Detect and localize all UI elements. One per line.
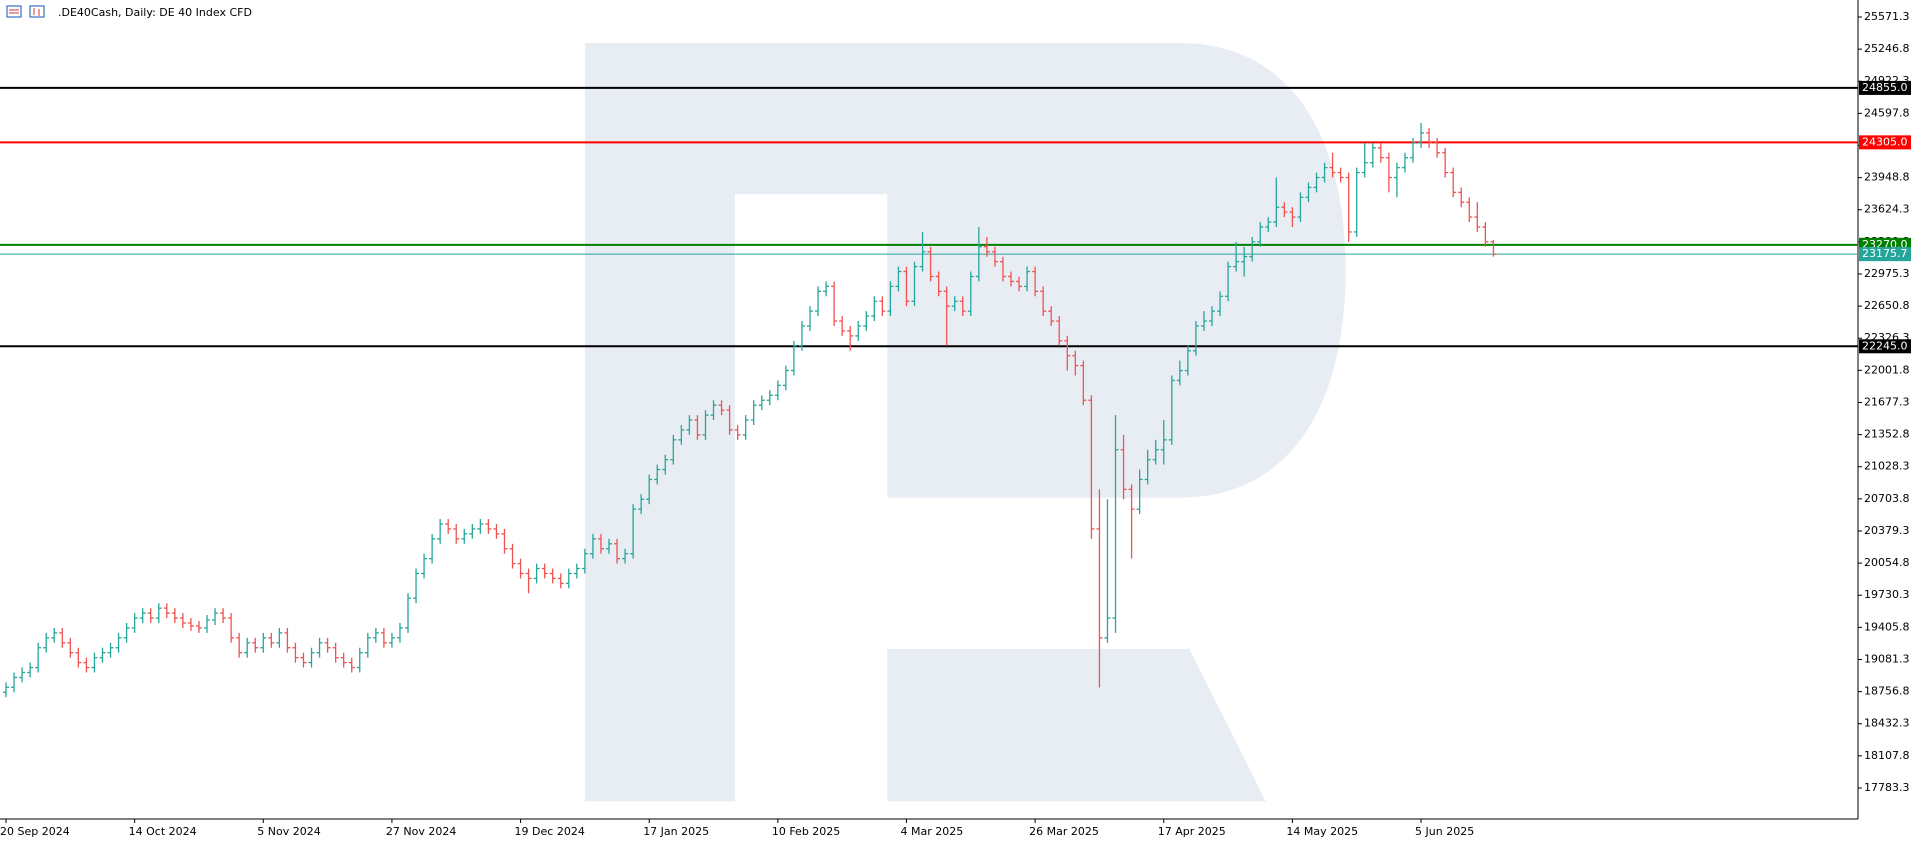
y-tick-label: 20379.3	[1864, 524, 1910, 537]
chart-title: .DE40Cash, Daily: DE 40 Index CFD	[58, 6, 252, 19]
x-tick-label: 27 Nov 2024	[386, 825, 456, 838]
x-tick-label: 17 Jan 2025	[643, 825, 709, 838]
watermark-r-top	[584, 43, 1346, 802]
x-tick-label: 19 Dec 2024	[515, 825, 585, 838]
watermark	[584, 43, 1346, 802]
y-tick-label: 22650.8	[1864, 299, 1910, 312]
x-tick-label: 17 Apr 2025	[1158, 825, 1226, 838]
x-tick-label: 14 Oct 2024	[129, 825, 197, 838]
watermark-r-leg	[887, 648, 1266, 802]
x-tick-label: 10 Feb 2025	[772, 825, 840, 838]
x-tick-label: 14 May 2025	[1286, 825, 1358, 838]
level-label-bg	[1859, 80, 1911, 95]
toolbar-icons	[6, 5, 45, 18]
y-tick-label: 21677.3	[1864, 395, 1910, 408]
level-label-bg	[1859, 339, 1911, 354]
y-tick-label: 18432.3	[1864, 717, 1910, 730]
y-tick-label: 23948.8	[1864, 171, 1910, 184]
level-label: 24305.0	[1862, 135, 1908, 148]
y-tick-label: 20703.8	[1864, 492, 1910, 505]
y-tick-label: 22001.8	[1864, 363, 1910, 376]
x-tick-label: 20 Sep 2024	[0, 825, 70, 838]
y-tick-label: 19405.8	[1864, 620, 1910, 633]
icon-chart	[29, 5, 45, 18]
y-tick-label: 25246.8	[1864, 42, 1910, 55]
x-tick-label: 5 Nov 2024	[257, 825, 320, 838]
x-tick-label: 5 Jun 2025	[1415, 825, 1474, 838]
y-tick-label: 18107.8	[1864, 749, 1910, 762]
y-tick-label: 17783.3	[1864, 781, 1910, 794]
x-tick-label: 26 Mar 2025	[1029, 825, 1099, 838]
y-tick-label: 18756.8	[1864, 685, 1910, 698]
y-tick-label: 22975.3	[1864, 267, 1910, 280]
y-tick-label: 21028.3	[1864, 460, 1910, 473]
level-label: 23175.7	[1862, 247, 1908, 260]
y-tick-label: 24597.8	[1864, 106, 1910, 119]
y-tick-label: 25571.3	[1864, 10, 1910, 23]
level-label: 24855.0	[1862, 81, 1908, 94]
y-tick-label: 23624.3	[1864, 203, 1910, 216]
y-tick-label: 19081.3	[1864, 652, 1910, 665]
x-tick-label: 4 Mar 2025	[900, 825, 963, 838]
level-label-bg	[1859, 135, 1911, 150]
level-label: 22245.0	[1862, 339, 1908, 352]
y-tick-label: 21352.8	[1864, 428, 1910, 441]
icon-list	[6, 5, 22, 18]
y-tick-label: 20054.8	[1864, 556, 1910, 569]
level-label-bg	[1859, 247, 1911, 262]
y-tick-label: 19730.3	[1864, 588, 1910, 601]
